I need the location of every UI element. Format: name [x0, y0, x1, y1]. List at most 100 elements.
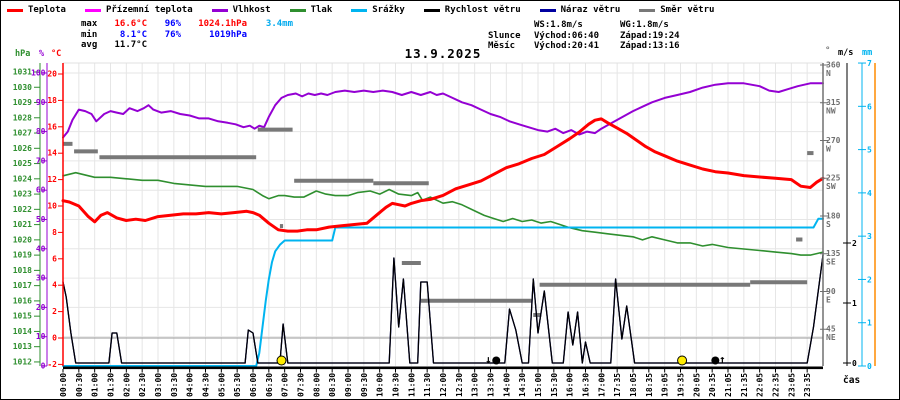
- smer-vetru-line-swatch: [639, 8, 656, 12]
- axis-label: 30: [36, 274, 46, 283]
- axis-label: 20:35: [708, 373, 717, 397]
- prizemni-teplota-line-swatch: [84, 8, 101, 12]
- astro-info: WS:1.8m/s WG:1.8m/s Slunce Východ:06:40 …: [488, 20, 700, 52]
- axis-label: %: [39, 49, 45, 59]
- axis-label: 40: [36, 244, 46, 253]
- legend-label: Směr větru: [660, 5, 715, 15]
- moon-label: Měsíc: [488, 41, 516, 51]
- axis-label: 09:30: [360, 373, 369, 397]
- axis-label: mm: [862, 48, 872, 58]
- axis-label: 0: [41, 362, 46, 371]
- legend-label: Náraz větru: [560, 5, 621, 15]
- legend-item-tlak: Tlak: [289, 5, 332, 15]
- axis-label: 07:30: [297, 373, 306, 397]
- chart-date-title: 13.9.2025: [404, 46, 482, 61]
- sunset-time: Západ:19:24: [620, 30, 680, 41]
- min-pressure: 1019hPa: [209, 29, 247, 40]
- axis-label: 23:05: [787, 373, 796, 397]
- legend-item-smer-vetru: Směr větru: [639, 5, 714, 15]
- axis-label: 08:30: [328, 373, 337, 397]
- moonrise-marker: [711, 356, 720, 365]
- axis-label: 1014: [13, 327, 32, 336]
- axis-label: 135: [826, 249, 841, 258]
- axis-label: 14:30: [518, 373, 527, 397]
- naraz-vetru-line-swatch: [539, 8, 556, 12]
- chart-legend: Teplota Přízemní teplota Vlhkost Tlak Sr…: [7, 5, 714, 15]
- axis-label: 1013: [13, 342, 32, 351]
- vlhkost-line-swatch: [211, 8, 228, 12]
- axis-label: 1019: [13, 251, 32, 260]
- axis-label: hPa: [15, 49, 30, 59]
- teplota-line-swatch: [7, 8, 23, 12]
- axis-label: 270: [826, 136, 841, 145]
- legend-item-teplota: Teplota: [7, 5, 66, 15]
- axis-label: W: [826, 144, 831, 153]
- axis-label: 16:00: [566, 373, 575, 397]
- axis-label: SW: [826, 182, 836, 191]
- srazky-line-swatch: [351, 8, 368, 12]
- axis-label: 03:30: [170, 373, 179, 397]
- axis-label: 1030: [13, 83, 32, 92]
- axis-label: 180: [826, 211, 841, 220]
- axis-label: 6: [52, 254, 57, 263]
- axis-label: 15:30: [550, 373, 559, 397]
- axis-label: 23:35: [803, 373, 812, 397]
- axis-label: °: [825, 46, 830, 56]
- max-pressure: 1024.1hPa: [198, 19, 247, 29]
- axis-label: 22:35: [772, 373, 781, 397]
- axis-label: 13:00: [471, 373, 480, 397]
- axis-label: 1021: [13, 220, 32, 229]
- axis-label: 03:00: [154, 373, 163, 397]
- stats-avg-row: avg 11.7°C: [81, 40, 147, 50]
- tlak-line-swatch: [289, 8, 306, 12]
- axis-label: 1027: [13, 129, 32, 138]
- axis-label: SE: [826, 258, 836, 267]
- axis-label: 1020: [13, 235, 32, 244]
- axis-label: 00:30: [75, 373, 84, 397]
- axis-label: 10:30: [392, 373, 401, 397]
- axis-label: 06:30: [265, 373, 274, 397]
- axis-label: 05:30: [233, 373, 242, 397]
- series-tlak: [62, 171, 824, 256]
- axis-label: 09:00: [344, 373, 353, 397]
- axis-label: 70: [36, 156, 46, 165]
- avg-temperature: 11.7°C: [114, 40, 147, 50]
- axis-label: 10: [36, 332, 46, 341]
- axis-label: 1: [852, 299, 857, 308]
- legend-label: Srážky: [372, 5, 405, 15]
- axis-label: 360: [826, 60, 841, 69]
- axis-label: E: [826, 295, 831, 304]
- axis-label: 16:30: [582, 373, 591, 397]
- sun-marker: [677, 355, 688, 366]
- axis-label: 21:05: [724, 373, 733, 397]
- axis-label: 2: [852, 239, 857, 248]
- axis-label: 3: [867, 232, 872, 241]
- axis-label: 60: [36, 186, 46, 195]
- axis-label: 4: [867, 189, 872, 198]
- axis-label: 90: [826, 287, 836, 296]
- series-rychlost-v-tru: [62, 254, 824, 364]
- axis-label: 225: [826, 174, 841, 183]
- axis-label: 04:00: [186, 373, 195, 397]
- axis-label: 08:00: [312, 373, 321, 397]
- axis-label: 12:30: [455, 373, 464, 397]
- axis-label: 1023: [13, 190, 32, 199]
- sun-marker: [276, 355, 287, 366]
- axis-label: 15:00: [534, 373, 543, 397]
- axis-label: 0: [867, 362, 872, 371]
- axis-label: 1016: [13, 296, 32, 305]
- axis-label: 13:30: [487, 373, 496, 397]
- axis-label: 14: [47, 149, 57, 158]
- axis-label: 1015: [13, 312, 32, 321]
- axis-label: 12: [47, 175, 57, 184]
- axis-label: N: [826, 69, 831, 78]
- stats-max-row: max 16.6°C 96% 1024.1hPa 3.4mm: [81, 19, 293, 29]
- axis-label: 1028: [13, 113, 32, 122]
- axis-label: 18: [47, 96, 57, 105]
- axis-label: 80: [36, 127, 46, 136]
- axis-label: 10: [47, 202, 57, 211]
- legend-label: Rychlost větru: [444, 5, 521, 15]
- axis-label: 2: [867, 275, 872, 284]
- axis-label: 0: [852, 359, 857, 368]
